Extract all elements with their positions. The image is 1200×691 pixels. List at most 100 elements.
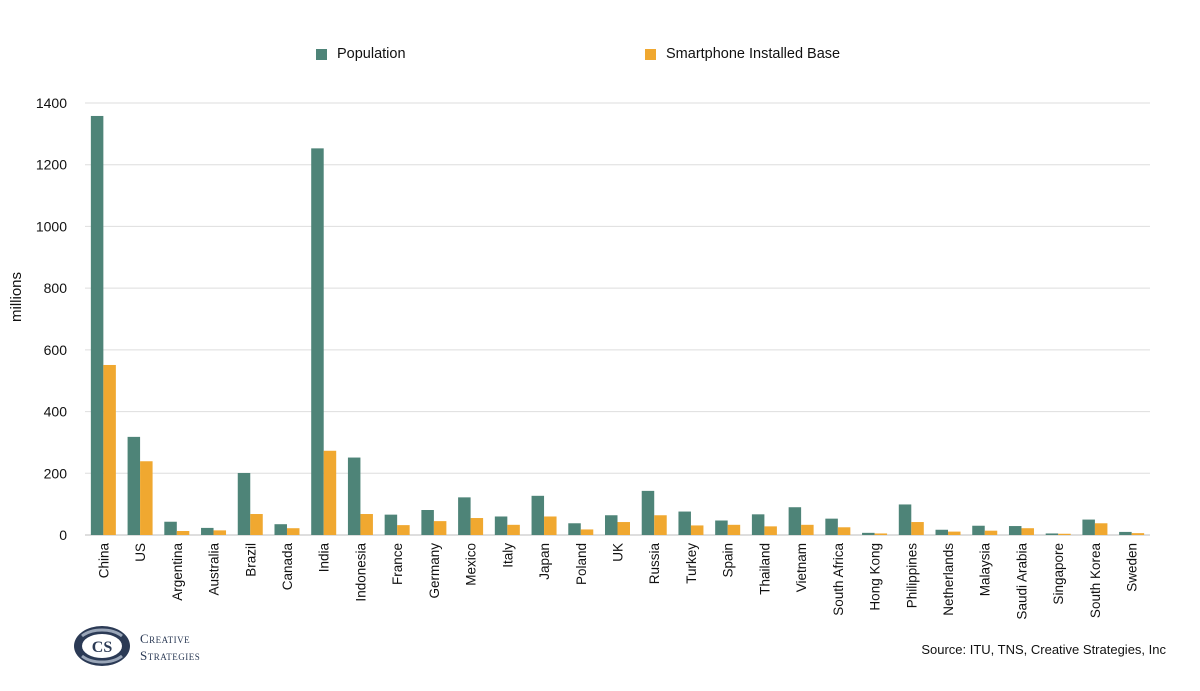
x-tick-label: India	[317, 543, 332, 573]
legend-label-smartphone: Smartphone Installed Base	[666, 46, 841, 62]
logo-line-2: Strategies	[140, 648, 201, 663]
bar-population	[568, 523, 581, 535]
y-tick-label: 800	[44, 280, 68, 296]
x-tick-label: South Africa	[831, 543, 846, 616]
bar-population	[1045, 533, 1059, 535]
bar-population	[1008, 526, 1022, 535]
bar-population	[605, 515, 618, 535]
x-tick-label: US	[133, 543, 148, 562]
bar-population	[751, 514, 765, 535]
bar-population	[494, 516, 508, 535]
x-tick-label: France	[390, 543, 405, 585]
bar-smartphone	[727, 524, 741, 535]
y-tick-label: 1000	[36, 218, 67, 234]
bar-population	[164, 521, 177, 535]
x-tick-label: Singapore	[1051, 543, 1066, 605]
x-tick-label: Vietnam	[794, 543, 809, 592]
bar-population	[274, 524, 287, 535]
bar-smartphone	[397, 525, 410, 535]
bar-smartphone	[323, 450, 337, 535]
bar-smartphone	[1058, 533, 1071, 535]
bar-population	[715, 520, 728, 535]
bar-smartphone	[1021, 528, 1034, 535]
bar-smartphone	[1094, 523, 1108, 535]
bar-smartphone	[654, 515, 667, 535]
bar-smartphone	[801, 524, 814, 535]
bar-population	[1119, 531, 1132, 535]
bar-population	[90, 115, 104, 536]
x-tick-label: Sweden	[1125, 543, 1140, 592]
bar-smartphone	[690, 525, 704, 535]
x-tick-label: Indonesia	[353, 543, 368, 602]
bar-population	[237, 472, 251, 535]
x-tick-label: Australia	[207, 543, 222, 596]
bar-smartphone	[140, 461, 153, 535]
bar-smartphone	[911, 522, 924, 535]
logo-line-1: Creative	[140, 631, 191, 646]
bar-smartphone	[103, 364, 116, 535]
bar-population	[862, 532, 875, 535]
bar-smartphone	[764, 526, 777, 535]
bar-smartphone	[507, 524, 520, 535]
legend-swatch-smartphone	[645, 48, 656, 60]
bar-population	[347, 457, 361, 535]
bar-population	[311, 148, 324, 536]
bar-population	[531, 495, 545, 535]
bar-population	[384, 514, 398, 535]
bar-population	[935, 529, 949, 535]
bar-smartphone	[544, 516, 557, 535]
x-tick-label: Argentina	[170, 543, 185, 601]
x-tick-label: Saudi Arabia	[1014, 543, 1029, 620]
x-tick-label: Mexico	[464, 543, 479, 586]
x-tick-label: Russia	[647, 543, 662, 585]
x-tick-label: UK	[611, 543, 626, 562]
y-tick-label: 200	[44, 465, 68, 481]
y-tick-label: 600	[44, 342, 68, 358]
bar-population	[421, 510, 434, 535]
x-tick-label: Italy	[500, 543, 515, 568]
bar-smartphone	[213, 530, 227, 535]
x-tick-label: Netherlands	[941, 543, 956, 616]
y-tick-label: 0	[59, 527, 67, 543]
x-tick-label: Malaysia	[978, 543, 993, 597]
bar-smartphone	[580, 529, 594, 535]
bar-population	[458, 497, 471, 535]
logo-wordmark: Creative Strategies	[140, 630, 200, 664]
x-tick-label: South Korea	[1088, 543, 1103, 619]
bar-smartphone	[470, 518, 484, 535]
bar-population	[127, 436, 141, 535]
bar-smartphone	[433, 521, 447, 535]
bar-smartphone	[250, 514, 263, 535]
legend-label-population: Population	[337, 46, 406, 62]
x-tick-label: Spain	[721, 543, 736, 578]
legend-item-smartphone: Smartphone Installed Base	[645, 46, 840, 62]
x-tick-label: Germany	[427, 543, 442, 599]
bar-population	[201, 527, 214, 535]
x-tick-label: Turkey	[684, 543, 699, 584]
bar-smartphone	[286, 528, 300, 535]
bar-population	[678, 511, 691, 535]
bar-smartphone	[948, 531, 961, 535]
x-tick-label: Poland	[574, 543, 589, 585]
bar-smartphone	[176, 530, 190, 535]
legend: Population Smartphone Installed Base	[0, 46, 1200, 66]
x-tick-label: Hong Kong	[868, 543, 883, 611]
legend-swatch-population	[316, 48, 327, 60]
cs-logo-mark-icon: CS	[74, 626, 130, 666]
x-tick-label: China	[96, 543, 111, 579]
bar-population	[1082, 519, 1095, 535]
x-tick-label: Canada	[280, 543, 295, 591]
bar-population	[788, 507, 802, 535]
y-tick-label: 400	[44, 404, 68, 420]
bar-smartphone	[984, 530, 998, 535]
svg-text:CS: CS	[92, 639, 113, 656]
legend-item-population: Population	[316, 46, 406, 62]
x-tick-label: Japan	[537, 543, 552, 580]
bar-smartphone	[837, 527, 851, 535]
y-tick-label: 1200	[36, 157, 67, 173]
bar-smartphone	[360, 514, 373, 535]
y-tick-label: 1400	[36, 95, 67, 111]
x-tick-label: Brazil	[243, 543, 258, 577]
bar-population	[825, 518, 838, 535]
bar-population	[972, 525, 985, 535]
